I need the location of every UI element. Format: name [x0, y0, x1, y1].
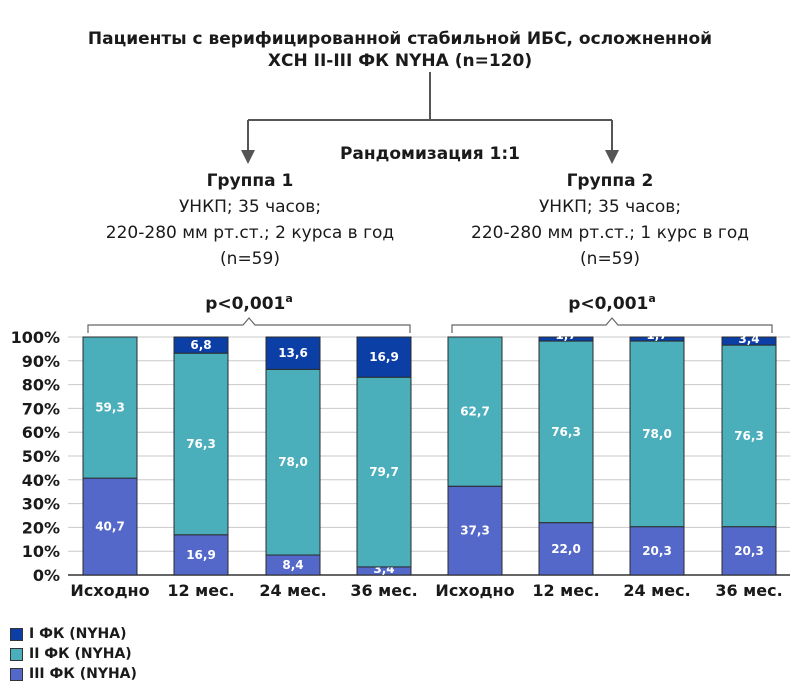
x-tick-label: Исходно — [435, 581, 514, 600]
legend: I ФК (NYHA) II ФК (NYHA) III ФК (NYHA) — [10, 624, 137, 684]
data-label: 8,4 — [282, 558, 303, 572]
y-tick-label: 0% — [33, 566, 60, 585]
data-label: 16,9 — [369, 350, 399, 364]
y-tick-label: 10% — [22, 542, 60, 561]
group-2-line1: УНКП; 35 часов; — [538, 197, 682, 217]
group-2-line2: 220-280 мм рт.ст.; 1 курс в год — [471, 223, 749, 243]
data-label: 76,3 — [551, 425, 581, 439]
data-label: 76,3 — [186, 437, 216, 451]
p-value-label: p<0,001a — [568, 292, 656, 314]
data-label: 59,3 — [95, 401, 125, 415]
legend-item-fk3: III ФК (NYHA) — [10, 664, 137, 684]
arrow-left-icon — [241, 150, 255, 164]
x-tick-label: 12 мес. — [532, 581, 599, 600]
group-1-line1: УНКП; 35 часов; — [178, 197, 322, 217]
x-tick-label: 36 мес. — [715, 581, 782, 600]
legend-label-fk1: I ФК (NYHA) — [29, 626, 127, 642]
legend-swatch-fk2 — [10, 647, 23, 661]
data-label: 13,6 — [278, 346, 308, 360]
data-label: 78,0 — [642, 427, 672, 441]
bar-segment — [629, 336, 685, 342]
legend-swatch-fk3 — [10, 667, 23, 681]
data-label: 16,9 — [186, 548, 216, 562]
group-1-line2: 220-280 мм рт.ст.; 2 курса в год — [105, 223, 395, 243]
y-tick-label: 60% — [22, 423, 60, 442]
study-title-line2: ХСН II-III ФК NYHA (n=120) — [267, 51, 533, 71]
bar-segment — [265, 336, 321, 370]
legend-swatch-fk1 — [10, 627, 23, 641]
data-label: 62,7 — [460, 405, 490, 419]
data-label: 1,7 — [555, 328, 576, 342]
data-label: 20,3 — [642, 544, 672, 558]
bar-segment — [173, 352, 229, 536]
y-tick-label: 20% — [22, 518, 60, 537]
bar-segment — [629, 340, 685, 528]
bar-segment — [721, 336, 777, 346]
bar-segment — [447, 336, 503, 487]
bar-segment — [538, 340, 594, 524]
y-tick-label: 30% — [22, 495, 60, 514]
y-tick-label: 70% — [22, 399, 60, 418]
legend-label-fk3: III ФК (NYHA) — [29, 666, 137, 682]
data-label: 37,3 — [460, 524, 490, 538]
data-label: 1,7 — [646, 328, 667, 342]
data-label: 3,4 — [738, 332, 759, 346]
group-2-line3: (n=59) — [580, 249, 640, 269]
data-label: 22,0 — [551, 542, 581, 556]
group-1-description: Группа 1 УНКП; 35 часов; 220-280 мм рт.с… — [60, 168, 440, 272]
x-tick-label: 36 мес. — [350, 581, 417, 600]
bar-segment — [356, 336, 412, 378]
study-title: Пациенты с верифицированной стабильной И… — [40, 28, 760, 72]
p-value-superscript: a — [285, 292, 292, 305]
y-tick-label: 100% — [11, 328, 60, 347]
x-tick-label: 12 мес. — [167, 581, 234, 600]
x-tick-label: Исходно — [70, 581, 149, 600]
bar-segment — [82, 477, 138, 576]
data-label: 40,7 — [95, 520, 125, 534]
data-label: 78,0 — [278, 455, 308, 469]
significance-bracket — [87, 317, 411, 333]
significance-bracket — [451, 317, 773, 333]
y-tick-label: 50% — [22, 447, 60, 466]
bar-segment — [356, 376, 412, 568]
x-tick-label: 24 мес. — [259, 581, 326, 600]
bar-segment — [721, 344, 777, 528]
p-value-label: p<0,001a — [205, 292, 293, 314]
bar-segment — [265, 368, 321, 556]
bar-segment — [173, 336, 229, 354]
data-label: 6,8 — [190, 338, 211, 352]
group-1-line3: (n=59) — [220, 249, 280, 269]
bar-segment — [173, 534, 229, 576]
p-value-superscript: a — [648, 292, 655, 305]
y-tick-label: 40% — [22, 471, 60, 490]
data-label: 76,3 — [734, 429, 764, 443]
bar-segment — [538, 522, 594, 576]
x-tick-label: 24 мес. — [623, 581, 690, 600]
legend-item-fk1: I ФК (NYHA) — [10, 624, 137, 644]
y-tick-label: 80% — [22, 376, 60, 395]
data-label: 20,3 — [734, 544, 764, 558]
y-tick-label: 90% — [22, 352, 60, 371]
legend-label-fk2: II ФК (NYHA) — [29, 646, 132, 662]
bar-segment — [538, 336, 594, 342]
group-2-title: Группа 2 — [566, 171, 654, 191]
arrow-right-icon — [605, 150, 619, 164]
bar-segment — [82, 336, 138, 479]
randomization-label: Рандомизация 1:1 — [339, 144, 521, 164]
data-label: 79,7 — [369, 465, 399, 479]
group-1-title: Группа 1 — [206, 171, 294, 191]
legend-item-fk2: II ФК (NYHA) — [10, 644, 137, 664]
study-title-line1: Пациенты с верифицированной стабильной И… — [87, 29, 713, 49]
group-2-description: Группа 2 УНКП; 35 часов; 220-280 мм рт.с… — [420, 168, 800, 272]
